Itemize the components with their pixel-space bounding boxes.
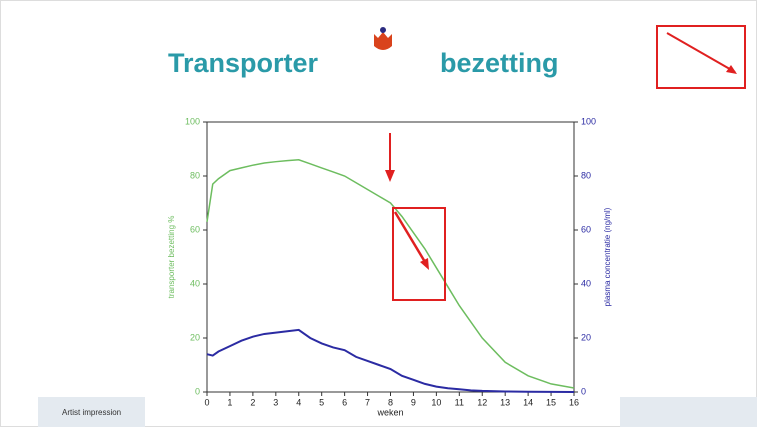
- x-tick-label: 15: [546, 397, 556, 407]
- y-axis-label: transporter bezetting %: [167, 216, 176, 299]
- y-tick-label: 40: [190, 278, 200, 288]
- chart: 0 1 2 3 4 5 6 7 8 9 10 11 12 13 14 15 160204060801000204…: [167, 116, 612, 417]
- y2-tick-label: 80: [581, 170, 591, 180]
- annotation-box: [392, 207, 446, 301]
- y-tick-label: 60: [190, 224, 200, 234]
- x-tick-label: 0: [204, 397, 209, 407]
- x-tick-label: 1: [227, 397, 232, 407]
- series-line: [206, 328, 575, 393]
- x-tick-label: 9: [411, 397, 416, 407]
- x-axis-label: weken: [376, 407, 403, 417]
- x-tick-label: 8: [388, 397, 393, 407]
- x-tick-label: 5: [319, 397, 324, 407]
- x-tick-label: 4: [296, 397, 301, 407]
- y2-tick-label: 40: [581, 278, 591, 288]
- y2-axis-label: plasma concentratie (ng/ml): [603, 207, 612, 306]
- x-tick-label: 3: [273, 397, 278, 407]
- logo: [374, 27, 392, 50]
- title-left: Transporter: [168, 48, 319, 78]
- y2-tick-label: 60: [581, 224, 591, 234]
- y-tick-label: 80: [190, 170, 200, 180]
- footer-text: Artist impression: [62, 408, 121, 417]
- title-right: bezetting: [440, 48, 559, 78]
- y2-tick-label: 100: [581, 116, 596, 126]
- y-tick-label: 20: [190, 332, 200, 342]
- x-tick-label: 13: [500, 397, 510, 407]
- red-box-icon: [656, 25, 746, 89]
- x-tick-label: 11: [455, 397, 464, 407]
- x-tick-label: 12: [477, 397, 487, 407]
- footer-band: [38, 397, 145, 427]
- x-tick-label: 10: [431, 397, 441, 407]
- series-line: [206, 159, 575, 389]
- y-tick-label: 100: [185, 116, 200, 126]
- footer-band: [620, 397, 757, 427]
- x-tick-label: 7: [365, 397, 370, 407]
- x-tick-label: 6: [342, 397, 347, 407]
- annotation-arrow: [385, 133, 395, 182]
- y2-tick-label: 0: [581, 386, 586, 396]
- x-tick-label: 16: [569, 397, 579, 407]
- y2-tick-label: 20: [581, 332, 591, 342]
- y-tick-label: 0: [195, 386, 200, 396]
- x-tick-label: 14: [523, 397, 533, 407]
- x-tick-label: 2: [250, 397, 255, 407]
